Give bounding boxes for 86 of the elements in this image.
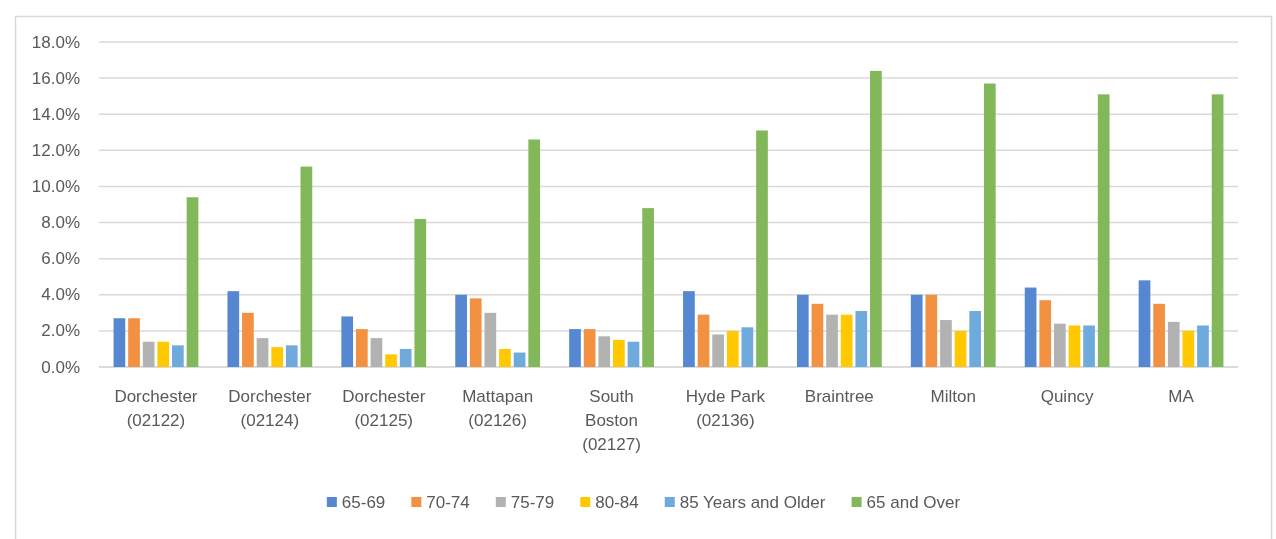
bar <box>741 327 754 367</box>
x-tick-label: Milton <box>930 386 976 406</box>
legend-label: 65-69 <box>341 492 386 512</box>
bar <box>826 314 838 367</box>
bar <box>613 339 625 367</box>
bar <box>172 345 184 367</box>
bar <box>583 329 596 367</box>
bar <box>157 341 170 367</box>
bar <box>113 318 126 367</box>
bar <box>528 139 541 367</box>
bar <box>1167 321 1180 367</box>
bar <box>285 345 298 367</box>
y-tick-label: 18.0% <box>31 32 80 52</box>
bar <box>385 354 397 367</box>
bar <box>484 312 497 367</box>
bar <box>499 348 511 367</box>
bar <box>186 197 199 367</box>
x-tick-label: Dorchester (02125) <box>342 386 426 430</box>
bar <box>227 291 240 367</box>
bar <box>796 294 809 367</box>
legend-label: 80-84 <box>595 492 639 512</box>
bar <box>940 320 952 367</box>
bar <box>1211 94 1224 367</box>
bar <box>142 341 155 367</box>
bar <box>1182 330 1195 367</box>
x-tick-label: Mattapan (02126) <box>462 386 534 430</box>
bar <box>513 352 526 367</box>
bar <box>969 311 982 367</box>
x-tick-label: South Boston (02127) <box>582 386 641 454</box>
bar <box>455 294 467 367</box>
bar <box>697 314 710 367</box>
x-tick-label: Braintree <box>804 386 874 406</box>
bar <box>399 348 412 367</box>
bar <box>1068 325 1081 367</box>
bar <box>627 341 640 367</box>
bar <box>925 294 938 367</box>
legend-label: 85 Years and Older <box>679 492 826 512</box>
bar <box>128 318 140 367</box>
bar <box>726 330 739 367</box>
bar <box>569 329 581 367</box>
bar <box>1153 303 1165 367</box>
bar <box>1197 325 1209 367</box>
y-tick-label: 8.0% <box>41 213 80 233</box>
bar <box>910 294 923 367</box>
bar <box>1097 94 1110 367</box>
x-tick-label: Quincy <box>1040 386 1095 406</box>
legend-label: 70-74 <box>426 492 470 512</box>
bar <box>1024 287 1037 367</box>
bar <box>1138 280 1151 367</box>
bar <box>811 303 824 367</box>
bar <box>414 218 427 367</box>
bar <box>983 83 996 367</box>
y-tick-label: 6.0% <box>41 249 80 269</box>
y-tick-label: 0.0% <box>41 357 80 377</box>
bar <box>1083 325 1095 367</box>
y-tick-label: 2.0% <box>41 321 80 341</box>
bar <box>1053 323 1066 367</box>
x-tick-label: MA <box>1168 386 1195 406</box>
bar <box>840 314 853 367</box>
bar <box>756 130 768 367</box>
bar <box>954 330 967 367</box>
bar <box>370 338 383 367</box>
bar <box>642 208 654 367</box>
bar <box>341 316 354 367</box>
bar <box>271 347 284 367</box>
bar <box>870 70 882 367</box>
legend-label: 65 and Over <box>866 492 961 512</box>
bar <box>256 338 269 367</box>
x-tick-label: Dorchester (02122) <box>114 386 198 430</box>
bar <box>712 334 724 367</box>
y-tick-label: 10.0% <box>31 176 80 196</box>
x-tick-label: Dorchester (02124) <box>228 386 312 430</box>
bar <box>300 166 313 367</box>
x-tick-label: Hyde Park (02136) <box>685 386 766 430</box>
bar <box>683 291 695 367</box>
bar <box>855 311 868 367</box>
y-tick-label: 16.0% <box>31 68 80 88</box>
bar <box>1039 300 1052 367</box>
bar <box>242 312 254 367</box>
bar <box>355 329 368 367</box>
y-tick-label: 14.0% <box>31 104 80 124</box>
legend-label: 75-79 <box>510 492 555 512</box>
y-tick-label: 12.0% <box>31 140 80 160</box>
bar <box>469 298 482 367</box>
bar <box>598 336 611 367</box>
y-tick-label: 4.0% <box>41 285 80 305</box>
